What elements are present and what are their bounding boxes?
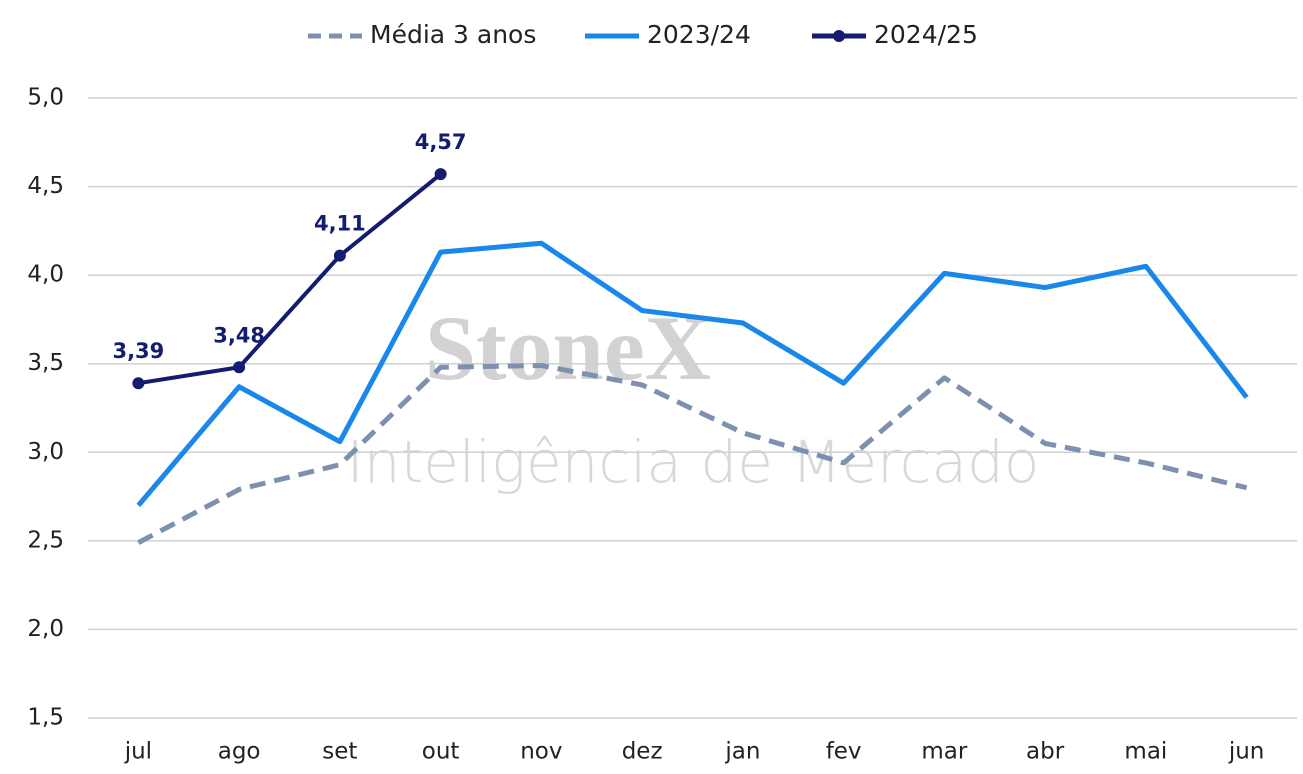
data-label: 3,48 bbox=[213, 323, 265, 347]
x-tick-label: out bbox=[422, 739, 460, 765]
point-marker bbox=[233, 361, 246, 374]
x-tick-label: jun bbox=[1228, 739, 1265, 765]
point-marker bbox=[333, 249, 346, 262]
watermark-subtitle: Inteligência de Mercado bbox=[347, 428, 1040, 496]
series-line bbox=[138, 172, 442, 386]
x-tick-label: dez bbox=[622, 739, 663, 765]
x-tick-label: jan bbox=[724, 739, 760, 765]
y-tick-label: 1,5 bbox=[27, 705, 64, 731]
legend-label: 2024/25 bbox=[874, 20, 978, 49]
y-tick-label: 3,5 bbox=[27, 350, 64, 376]
y-tick-label: 3,0 bbox=[27, 439, 64, 465]
y-tick-label: 2,5 bbox=[27, 527, 64, 553]
x-tick-label: nov bbox=[520, 739, 562, 765]
series-line bbox=[136, 240, 1249, 508]
y-tick-label: 5,0 bbox=[27, 85, 64, 111]
x-tick-label: mar bbox=[921, 739, 967, 765]
y-tick-label: 2,0 bbox=[27, 616, 64, 642]
legend-label: Média 3 anos bbox=[370, 20, 536, 49]
x-tick-label: abr bbox=[1026, 739, 1065, 765]
x-tick-label: mai bbox=[1124, 739, 1167, 765]
data-label: 3,39 bbox=[112, 339, 164, 363]
point-marker bbox=[434, 168, 447, 181]
data-label: 4,11 bbox=[314, 212, 366, 236]
data-label: 4,57 bbox=[415, 130, 467, 154]
y-tick-label: 4,0 bbox=[27, 262, 64, 288]
x-tick-label: set bbox=[322, 739, 357, 765]
point-marker bbox=[132, 377, 145, 390]
legend-marker bbox=[833, 30, 845, 42]
x-tick-label: ago bbox=[218, 739, 261, 765]
series-line bbox=[137, 362, 1248, 545]
x-tick-label: fev bbox=[826, 739, 862, 765]
y-tick-label: 4,5 bbox=[27, 173, 64, 199]
legend-label: 2023/24 bbox=[647, 20, 751, 49]
x-tick-label: jul bbox=[124, 739, 152, 765]
